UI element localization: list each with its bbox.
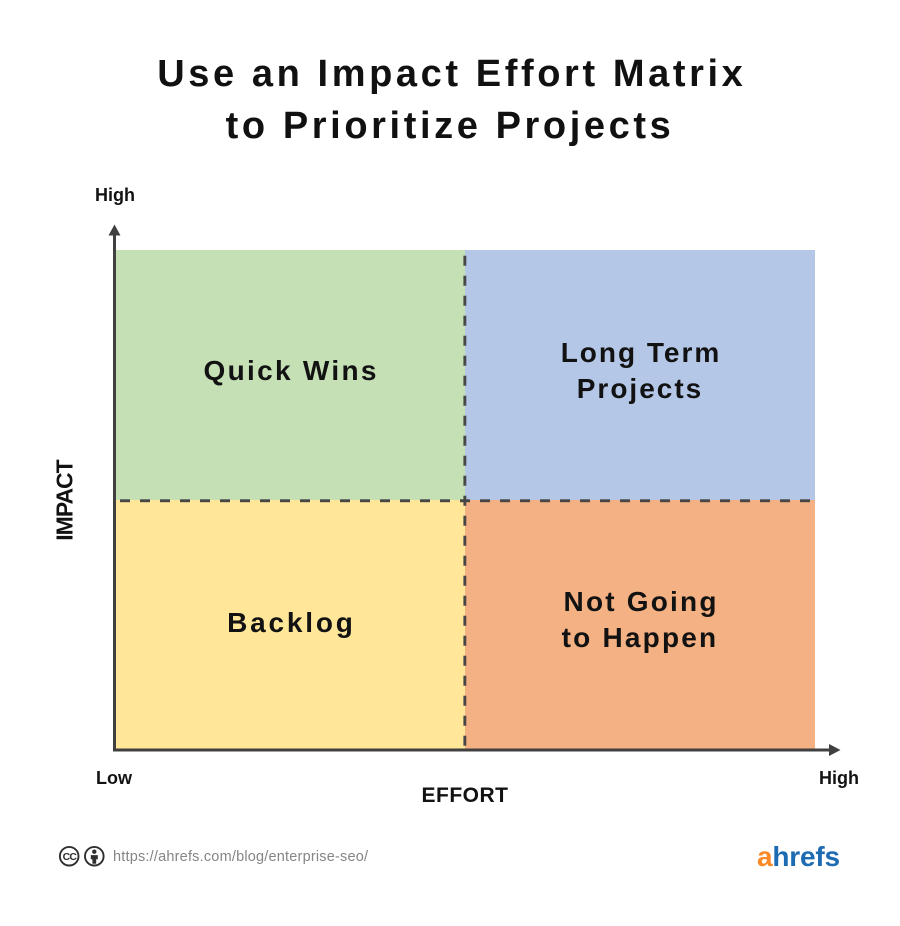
svg-text:CC: CC	[63, 851, 78, 863]
